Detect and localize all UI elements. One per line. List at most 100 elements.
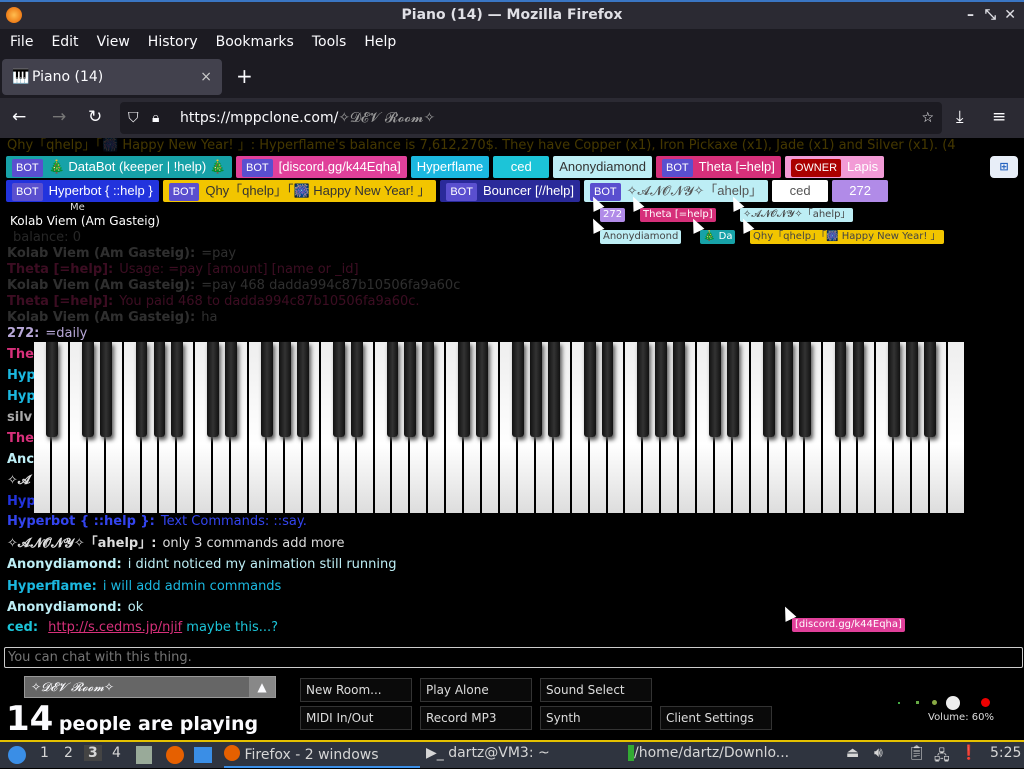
firefox-launcher-icon[interactable] — [166, 746, 184, 764]
tab-close-icon[interactable]: × — [200, 69, 212, 85]
room-select[interactable]: ✧𝓓𝓔𝓥 𝓡𝓸𝓸𝓶✧ ▲ — [24, 676, 276, 698]
download-icon[interactable]: ⤓ — [956, 107, 964, 127]
sound-select-button[interactable]: Sound Select — [540, 678, 652, 702]
piano-black-key[interactable] — [906, 342, 919, 437]
new-tab-button[interactable]: + — [236, 64, 253, 88]
piano-black-key[interactable] — [727, 342, 739, 437]
piano-black-key[interactable] — [207, 342, 220, 437]
workspace-2[interactable]: 2 — [64, 745, 73, 761]
record-mp3-button[interactable]: Record MP3 — [420, 706, 532, 730]
piano-black-key[interactable] — [350, 342, 363, 437]
piano-black-key[interactable] — [135, 342, 148, 437]
participant-tag[interactable]: BOT Qhy「qhelp」「🎆 Happy New Year! 」 — [162, 180, 437, 202]
menu-tools[interactable]: Tools — [311, 34, 347, 50]
clipboard-icon[interactable]: 📋︎ — [908, 745, 926, 761]
participant-tag[interactable]: BOT Hyperbot { ::help } — [6, 180, 159, 202]
piano-black-key[interactable] — [709, 342, 721, 437]
piano-black-key[interactable] — [637, 342, 650, 437]
hamburger-menu-icon[interactable]: ≡ — [992, 107, 1007, 127]
participant-tag[interactable]: ced — [493, 156, 550, 178]
chat-link[interactable]: http://s.cedms.jp/njif — [48, 620, 183, 635]
task-terminal[interactable]: ▶_ dartz@VM3: ~ — [426, 745, 550, 761]
piano-black-key[interactable] — [924, 342, 937, 437]
task-archive[interactable]: /home/dartz/Downlo... — [628, 745, 789, 761]
participant-tag[interactable]: ced — [772, 180, 829, 202]
bookmark-star-icon[interactable]: ☆ — [921, 110, 934, 126]
piano-black-key[interactable] — [171, 342, 184, 437]
piano-black-key[interactable] — [153, 342, 166, 437]
new-room-button[interactable]: New Room... — [300, 678, 412, 702]
piano-black-key[interactable] — [225, 342, 238, 437]
menu-help[interactable]: Help — [364, 34, 397, 50]
piano-black-key[interactable] — [332, 342, 345, 437]
participant-tag[interactable]: BOT [discord.gg/k44Eqha] — [236, 156, 407, 178]
synth-button[interactable]: Synth — [540, 706, 652, 730]
volume-icon[interactable]: 🔊︎ — [874, 745, 883, 761]
volume-knob[interactable] — [946, 696, 960, 710]
workspace-1[interactable]: 1 — [40, 745, 49, 761]
participant-tag[interactable]: Hyperflame — [410, 156, 490, 178]
participant-tag[interactable]: BOT Theta [=help] — [655, 156, 781, 178]
participant-tag[interactable]: 272 — [832, 180, 889, 202]
piano-black-key[interactable] — [780, 342, 793, 437]
menu-history[interactable]: History — [147, 34, 198, 50]
piano-keyboard[interactable] — [34, 342, 966, 513]
piano-white-key[interactable] — [948, 342, 966, 513]
piano-black-key[interactable] — [99, 342, 112, 437]
chevron-up-icon[interactable]: ▲ — [249, 677, 275, 697]
eject-icon[interactable]: ⏏ — [846, 745, 860, 761]
piano-black-key[interactable] — [834, 342, 847, 437]
participant-tag[interactable]: BOT 🎄 DataBot (keeper | !help) 🎄 — [6, 156, 233, 178]
toggle-button[interactable]: ⊞ — [990, 156, 1018, 178]
workspace-3[interactable]: 3 — [84, 745, 102, 761]
play-alone-button[interactable]: Play Alone — [420, 678, 532, 702]
midi-button[interactable]: MIDI In/Out — [300, 706, 412, 730]
close-window-button[interactable]: ✕ — [1004, 7, 1016, 23]
lock-icon[interactable]: 🔒︎ — [152, 110, 160, 126]
minimize-button[interactable]: – — [967, 7, 974, 23]
piano-black-key[interactable] — [852, 342, 865, 437]
menu-bookmarks[interactable]: Bookmarks — [215, 34, 294, 50]
participant-tag[interactable]: Anonydiamond — [553, 156, 652, 178]
piano-black-key[interactable] — [458, 342, 471, 437]
menu-edit[interactable]: Edit — [51, 34, 79, 50]
piano-black-key[interactable] — [512, 342, 524, 437]
task-firefox[interactable]: Firefox - 2 windows — [224, 742, 420, 768]
menu-file[interactable]: File — [10, 34, 34, 50]
shield-icon[interactable]: ⛉ — [128, 110, 139, 126]
piano-black-key[interactable] — [762, 342, 775, 437]
chat-input[interactable] — [4, 647, 1023, 668]
files-launcher-icon[interactable] — [136, 746, 152, 764]
piano-black-key[interactable] — [888, 342, 901, 437]
network-icon[interactable]: 🖧 — [934, 748, 950, 764]
client-settings-button[interactable]: Client Settings — [660, 706, 772, 730]
forward-icon[interactable]: → — [52, 107, 67, 127]
piano-black-key[interactable] — [81, 342, 94, 437]
piano-black-key[interactable] — [798, 342, 811, 437]
piano-black-key[interactable] — [547, 342, 560, 437]
piano-black-key[interactable] — [404, 342, 417, 437]
piano-black-key[interactable] — [673, 342, 686, 437]
piano-black-key[interactable] — [296, 342, 309, 437]
start-menu-icon[interactable] — [8, 746, 26, 764]
piano-black-key[interactable] — [476, 342, 488, 437]
piano-black-key[interactable] — [46, 342, 58, 437]
piano-black-key[interactable] — [386, 342, 399, 437]
piano-black-key[interactable] — [261, 342, 273, 437]
tab-piano[interactable]: 🎹 Piano (14) × — [2, 59, 222, 95]
desktop-launcher-icon[interactable] — [194, 747, 212, 763]
menu-view[interactable]: View — [96, 34, 130, 50]
participant-tag[interactable]: BOT ✧𝓐𝓝𝓞𝓝𝓨✧「ahelp」 — [584, 180, 769, 202]
participant-tag[interactable]: BOT Bouncer [//help] — [440, 180, 581, 202]
reload-icon[interactable]: ↻ — [88, 107, 103, 127]
piano-black-key[interactable] — [601, 342, 614, 437]
maximize-button[interactable]: ⤡ — [984, 7, 996, 23]
workspace-4[interactable]: 4 — [112, 745, 121, 761]
notification-icon[interactable]: ❗ — [960, 745, 978, 761]
volume-slider[interactable] — [896, 696, 996, 712]
piano-black-key[interactable] — [583, 342, 596, 437]
url-bar[interactable]: ⛉ 🔒︎ https://mppclone.com/✧𝓓𝓔𝓥 𝓡𝓸𝓸𝓶✧ ☆ — [120, 102, 942, 134]
piano-black-key[interactable] — [422, 342, 435, 437]
back-icon[interactable]: ← — [12, 107, 27, 127]
participant-tag[interactable]: OWNER Lapis — [784, 156, 885, 178]
